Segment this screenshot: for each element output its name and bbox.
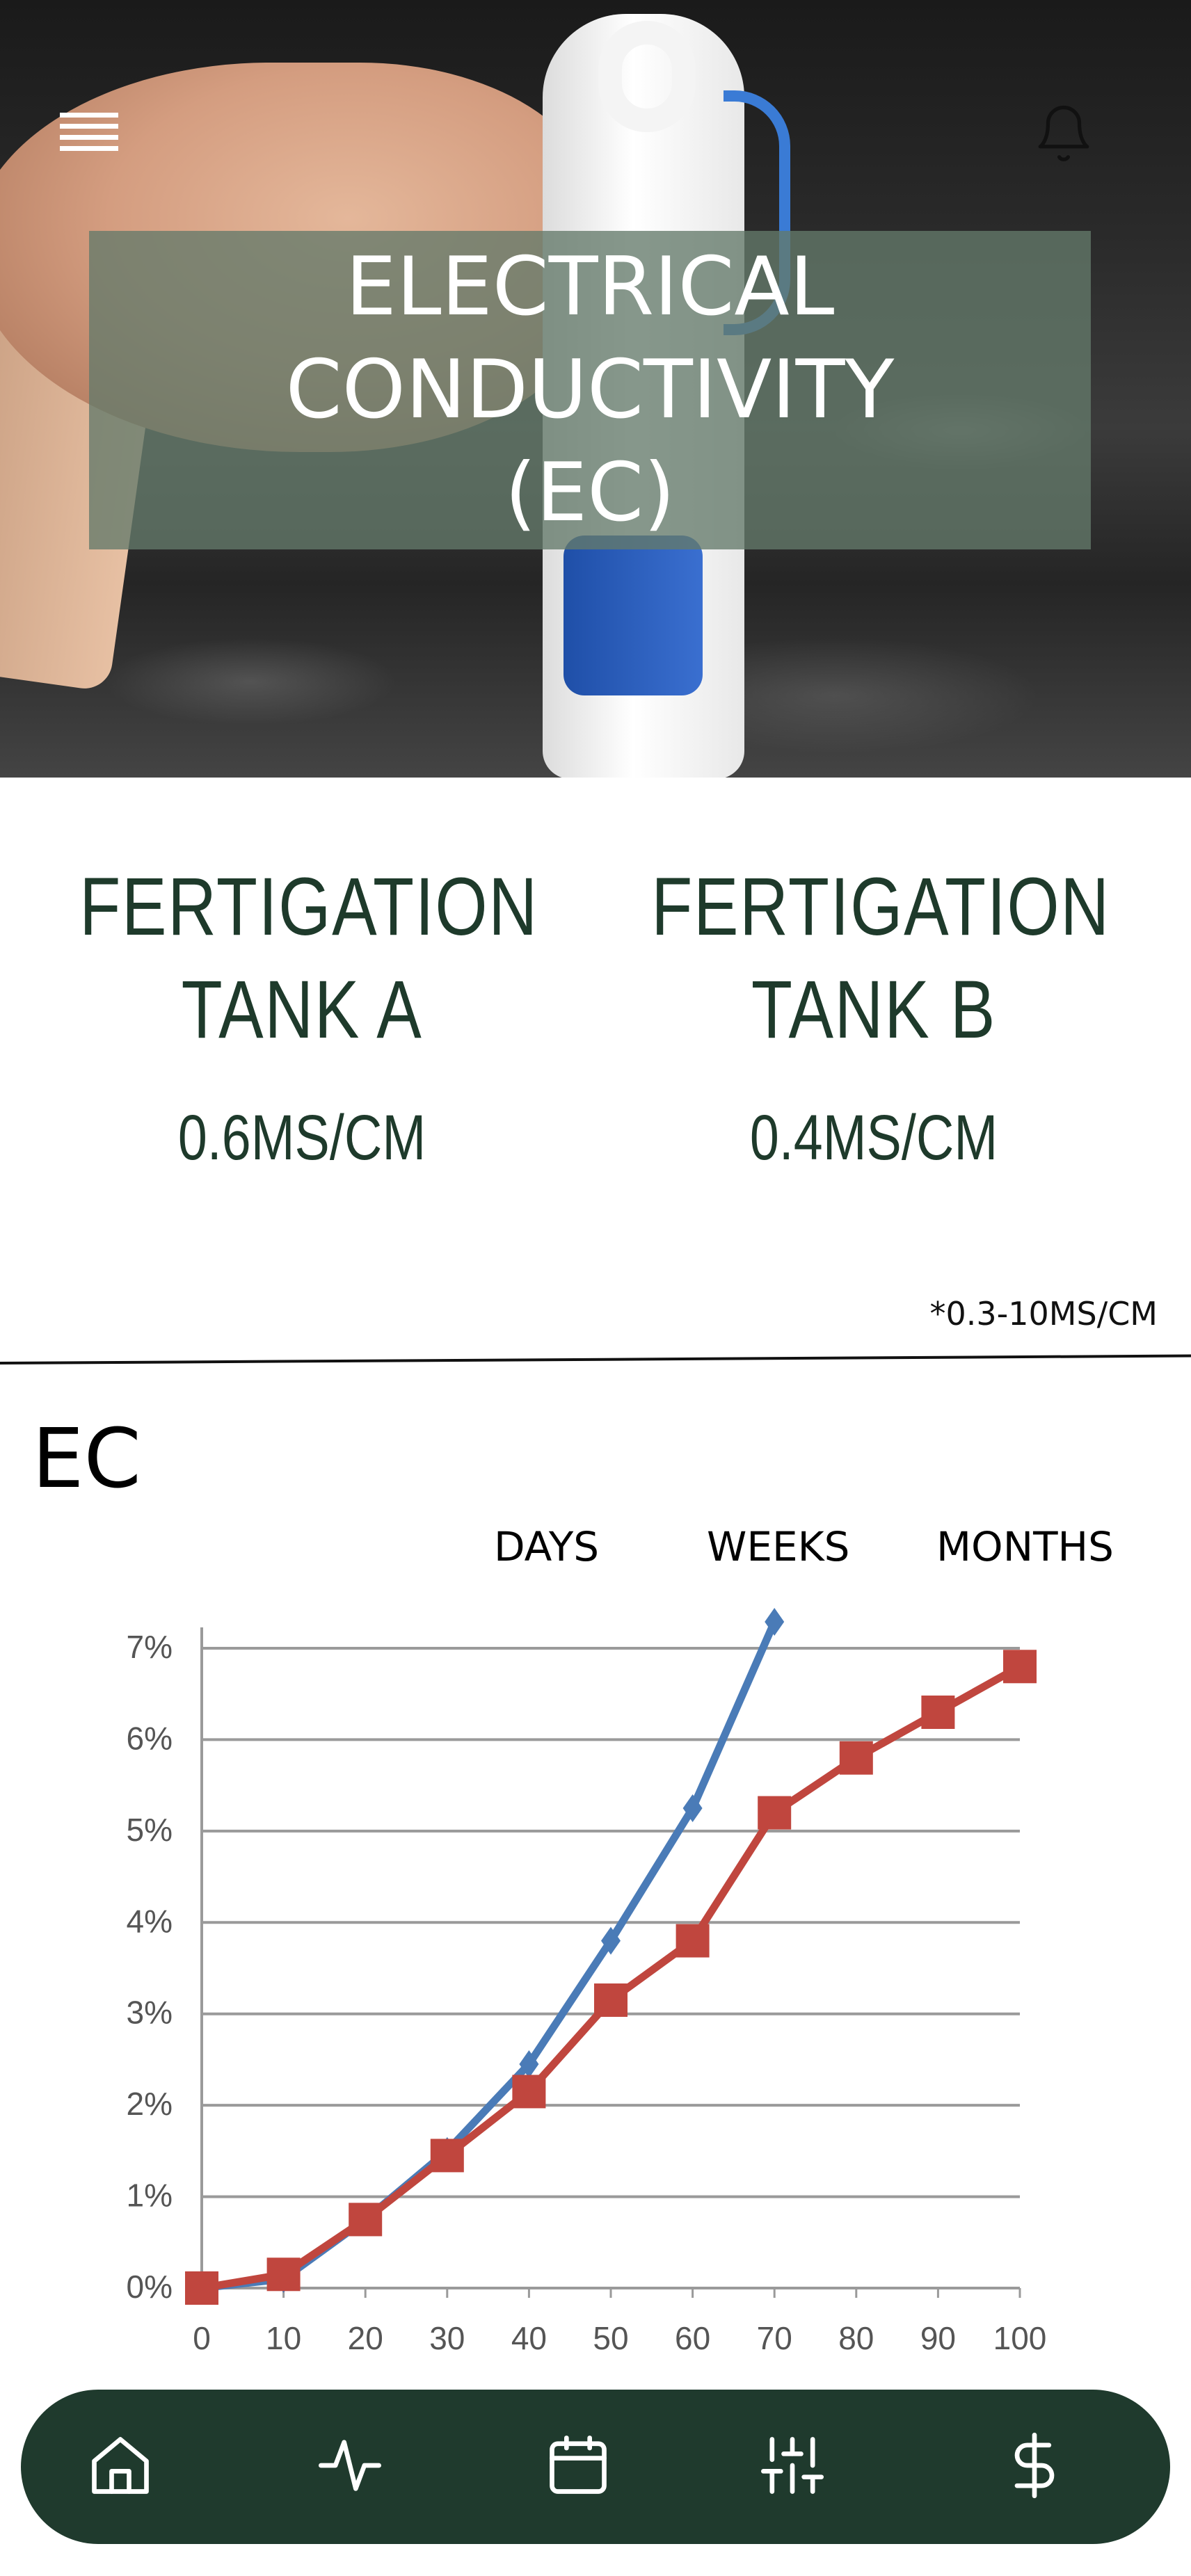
page-title: ELECTRICAL CONDUCTIVITY (EC) [285,240,895,540]
y-tick-label: 0% [127,2269,173,2305]
hero-image: ELECTRICAL CONDUCTIVITY (EC) [0,0,1191,778]
data-point-square [594,1983,628,2017]
range-tab-months[interactable]: MONTHS [936,1523,1114,1570]
x-tick-label: 60 [675,2320,710,2356]
nav-billing[interactable] [996,2427,1073,2504]
dollar-icon [1014,2432,1055,2499]
data-point-square [512,2075,546,2109]
nav-calendar[interactable] [540,2427,616,2504]
x-tick-label: 80 [838,2320,874,2356]
data-point-square [430,2139,464,2173]
bell-icon[interactable] [1032,102,1095,166]
data-point-square [676,1924,710,1958]
ec-section-title: EC [32,1410,141,1506]
data-point-square [185,2271,218,2305]
data-point-diamond [519,2050,539,2078]
y-tick-label: 7% [127,1629,173,1665]
series-line [198,1662,1024,2292]
data-point-square [758,1796,792,1830]
x-tick-label: 10 [266,2320,301,2356]
data-point-diamond [601,1926,621,1955]
x-tick-label: 70 [757,2320,792,2356]
data-point-square [266,2257,301,2292]
hero-meter-label-shape [563,536,703,695]
nav-sliders[interactable] [754,2427,831,2504]
x-tick-label: 100 [993,2320,1047,2356]
section-divider [0,1354,1191,1365]
tank-b-value: 0.4MS/CM [749,1102,998,1173]
y-tick-label: 2% [127,2086,173,2122]
y-tick-label: 6% [127,1720,173,1756]
x-tick-label: 30 [429,2320,465,2356]
hamburger-menu-icon[interactable] [60,113,118,153]
x-tick-label: 20 [348,2320,383,2356]
x-tick-label: 50 [593,2320,628,2356]
ec-chart: 0% 1% 2% 3% 4% 5% 6% 7% 0 10 20 30 40 50 60 70 80 90 100 [70,1600,1113,2378]
tank-b-card: FERTIGATION TANK B 0.4MS/CM [602,855,1145,1175]
data-point-square [1003,1650,1037,1684]
home-icon [92,2437,149,2494]
bottom-nav [21,2390,1170,2544]
ec-chart-svg: 0% 1% 2% 3% 4% 5% 6% 7% 0 10 20 30 40 50 60 70 80 90 100 [127,1608,1047,2356]
calendar-icon [550,2436,607,2494]
activity-icon [319,2440,381,2491]
data-point-diamond [765,1608,785,1636]
data-point-diamond [682,1794,703,1822]
x-tick-label: 90 [920,2320,956,2356]
hero-meter-ring-shape [598,21,696,132]
nav-home[interactable] [82,2427,159,2504]
nav-activity[interactable] [312,2427,388,2504]
x-tick-label: 0 [193,2320,211,2356]
data-point-square [349,2203,383,2237]
hero-title-overlay [89,231,1091,549]
y-tick-label: 3% [127,1995,173,2031]
tank-a-name: FERTIGATION TANK A [79,861,538,1056]
data-point-square [921,1696,955,1729]
y-tick-label: 1% [127,2177,173,2214]
data-point-square [839,1741,873,1775]
tank-b-name: FERTIGATION TANK B [651,861,1110,1056]
sliders-icon [761,2437,824,2494]
tank-a-card: FERTIGATION TANK A 0.6MS/CM [31,855,573,1175]
y-tick-label: 5% [127,1812,173,1848]
tank-a-value: 0.6MS/CM [177,1102,426,1173]
range-tab-weeks[interactable]: WEEKS [707,1523,850,1570]
y-tick-label: 4% [127,1903,173,1939]
range-note: *0.3-10MS/CM [929,1295,1158,1333]
range-tab-days[interactable]: DAYS [494,1523,600,1570]
x-tick-label: 40 [511,2320,547,2356]
